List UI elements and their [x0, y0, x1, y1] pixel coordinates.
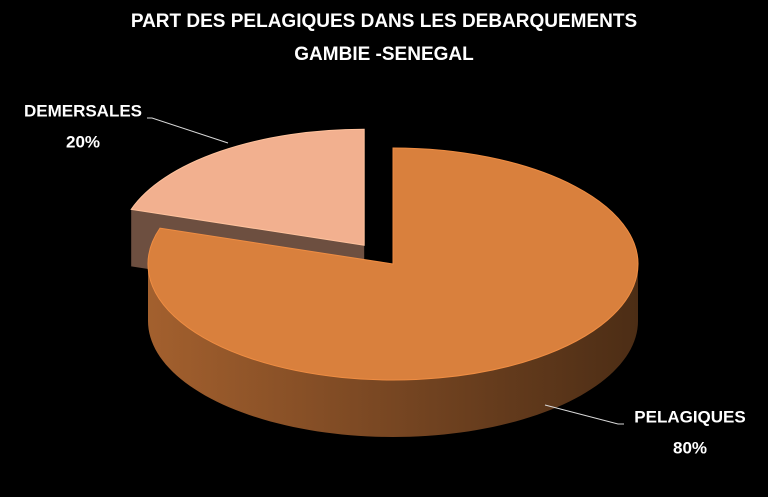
slice-label: PELAGIQUES	[634, 407, 745, 426]
slice-value: 80%	[673, 438, 707, 457]
slice	[130, 128, 365, 246]
leader-line	[147, 117, 229, 144]
slice	[147, 147, 639, 381]
chart-subtitle: GAMBIE -SENEGAL	[294, 44, 474, 65]
leader-line	[544, 404, 624, 425]
chart-title: PART DES PELAGIQUES DANS LES DEBARQUEMEN…	[131, 11, 637, 32]
slice-value: 20%	[66, 132, 100, 151]
slice-wall	[148, 264, 638, 437]
slice-label: DEMERSALES	[24, 101, 142, 120]
